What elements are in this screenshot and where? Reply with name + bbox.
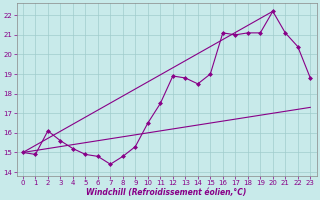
X-axis label: Windchill (Refroidissement éolien,°C): Windchill (Refroidissement éolien,°C) xyxy=(86,188,247,197)
